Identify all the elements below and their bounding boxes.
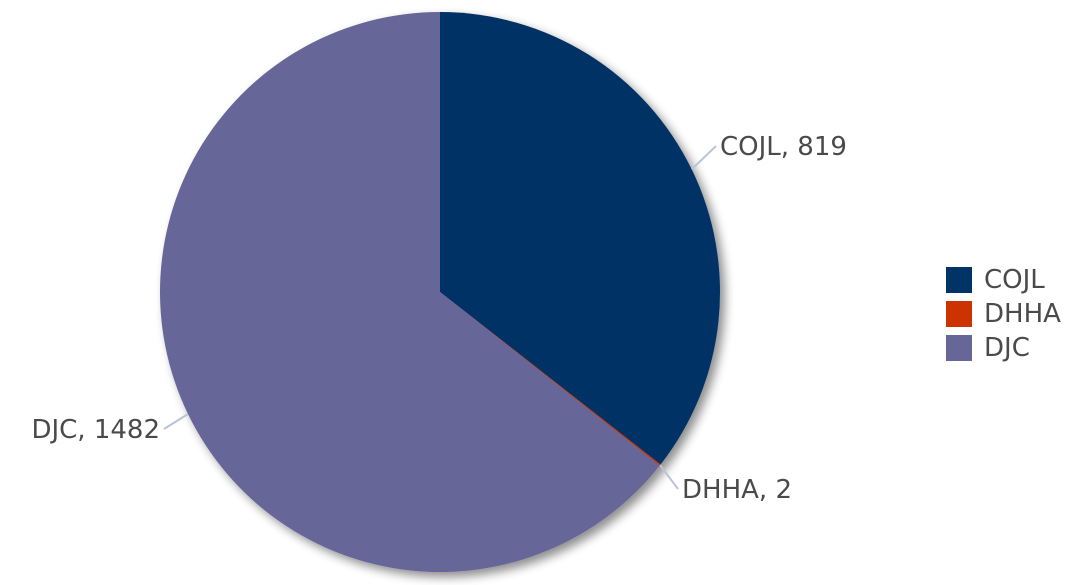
leader-line-dhha <box>659 464 679 490</box>
legend-label-cojl: COJL <box>984 265 1045 295</box>
legend-item-djc[interactable]: DJC <box>946 331 1061 365</box>
legend-swatch-cojl <box>946 267 972 293</box>
legend-label-djc: DJC <box>984 333 1030 363</box>
leader-line-djc <box>163 413 189 430</box>
data-label-djc: DJC, 1482 <box>31 415 160 445</box>
legend-swatch-dhha <box>946 301 972 327</box>
data-label-cojl: COJL, 819 <box>720 132 847 162</box>
pie-slice-dhha[interactable] <box>440 292 661 466</box>
pie-slice-djc[interactable] <box>160 12 660 572</box>
pie-slice-cojl[interactable] <box>440 12 720 465</box>
legend-item-dhha[interactable]: DHHA <box>946 297 1061 331</box>
data-label-dhha: DHHA, 2 <box>682 475 792 505</box>
legend-swatch-djc <box>946 335 972 361</box>
legend: COJL DHHA DJC <box>946 263 1061 365</box>
legend-item-cojl[interactable]: COJL <box>946 263 1061 297</box>
leader-line-cojl <box>690 145 717 171</box>
legend-label-dhha: DHHA <box>984 299 1061 329</box>
